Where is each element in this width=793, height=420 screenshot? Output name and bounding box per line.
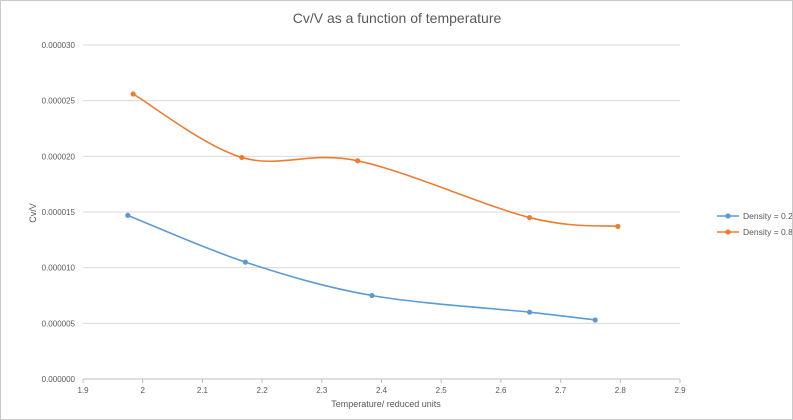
x-axis-title: Temperature/ reduced units	[331, 399, 441, 409]
legend-entry: Density = 0.2	[717, 211, 792, 221]
y-tick-label: 0.000020	[42, 152, 76, 161]
chart-title: Cv/V as a function of temperature	[293, 10, 502, 26]
legend-label: Density = 0.8	[743, 227, 792, 237]
x-tick-label: 1.9	[77, 386, 89, 395]
series-2	[130, 91, 621, 230]
data-point	[526, 214, 533, 221]
x-tick-label: 2.5	[436, 386, 448, 395]
y-tick-label: 0.000005	[42, 319, 76, 328]
data-point	[242, 259, 248, 265]
data-point	[526, 309, 533, 315]
y-tick-label: 0.000030	[42, 41, 76, 50]
legend-entry: Density = 0.8	[717, 227, 792, 237]
data-point	[130, 91, 136, 97]
axes: 0.000000 0.000005 0.000010 0.000015 0.000020…	[42, 41, 686, 395]
x-tick-label: 2	[140, 386, 145, 395]
series-layer	[125, 91, 621, 323]
x-tick-label: 2.7	[555, 386, 567, 395]
data-point	[355, 158, 361, 164]
legend-marker-icon	[725, 213, 731, 219]
x-tick-label: 2.9	[674, 386, 686, 395]
y-axis-title: Cv/V	[28, 203, 38, 223]
x-tick-label: 2.2	[257, 386, 269, 395]
data-point	[615, 223, 621, 230]
y-tick-label: 0.000010	[42, 264, 76, 273]
gridlines	[83, 44, 680, 324]
y-tick-label: 0.000025	[42, 97, 76, 106]
x-tick-label: 2.3	[316, 386, 328, 395]
legend: Density = 0.2 Density = 0.8	[717, 211, 792, 237]
x-tick-label: 2.4	[376, 386, 388, 395]
x-tick-label: 2.1	[197, 386, 209, 395]
series-1	[125, 212, 598, 323]
legend-marker-icon	[725, 229, 731, 235]
y-tick-label: 0.000015	[42, 208, 76, 217]
series-line	[132, 93, 618, 228]
y-tick-label: 0.000000	[42, 375, 76, 384]
x-tick-label: 2.8	[615, 386, 627, 395]
legend-label: Density = 0.2	[743, 211, 792, 221]
data-point	[369, 292, 375, 299]
data-point	[592, 317, 598, 323]
x-tick-label: 2.6	[495, 386, 507, 395]
data-point	[239, 154, 245, 161]
data-point	[125, 212, 131, 218]
